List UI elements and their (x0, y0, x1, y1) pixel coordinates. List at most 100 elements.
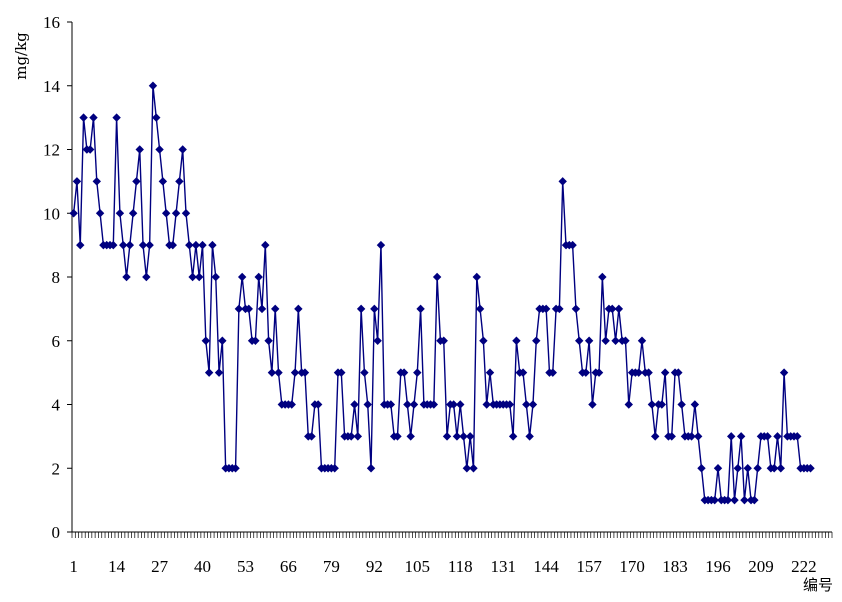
axes (71, 22, 832, 533)
data-point (92, 177, 101, 186)
data-point (152, 113, 161, 122)
data-point (793, 432, 802, 441)
data-point (687, 432, 696, 441)
data-point (115, 209, 125, 218)
data-point (267, 368, 277, 377)
data-point (376, 240, 386, 250)
series (69, 81, 815, 505)
y-ticks: 0 2 4 6 8 10 12 14 16 (43, 13, 72, 542)
y-tick-label: 16 (43, 13, 60, 32)
data-point (145, 240, 154, 250)
data-point (588, 400, 597, 409)
data-point (125, 240, 135, 250)
data-point (532, 336, 541, 345)
data-point (644, 368, 653, 377)
data-point (195, 272, 204, 282)
x-tick-label: 183 (662, 557, 688, 576)
data-point (439, 336, 448, 345)
y-tick-label: 6 (52, 332, 61, 351)
data-point (188, 272, 197, 282)
data-point (594, 368, 604, 377)
data-point (370, 304, 379, 314)
data-point (479, 336, 488, 345)
data-point (135, 145, 144, 154)
data-point (347, 432, 356, 441)
data-point (373, 336, 382, 345)
data-point (168, 240, 177, 250)
x-tick-label: 14 (108, 557, 126, 576)
data-point (122, 272, 131, 282)
data-point (257, 304, 267, 314)
data-point (109, 240, 118, 250)
data-point (660, 368, 670, 377)
data-point (667, 432, 676, 441)
data-point (469, 464, 478, 473)
data-point (89, 113, 98, 122)
data-point (413, 368, 422, 377)
data-point (261, 240, 270, 250)
data-point (161, 209, 171, 218)
data-point (528, 400, 538, 409)
data-point (416, 304, 425, 314)
x-tick-label: 144 (533, 557, 559, 576)
data-point (442, 432, 452, 441)
data-point (178, 145, 187, 154)
data-point (548, 368, 557, 377)
data-point (505, 400, 515, 409)
data-point (307, 432, 316, 441)
y-axis-title: mg/kg (12, 32, 30, 80)
data-point (452, 432, 462, 441)
data-point (399, 368, 409, 377)
data-point (429, 400, 439, 409)
data-point (204, 368, 214, 377)
data-point (733, 464, 743, 473)
data-point (214, 368, 224, 377)
data-point (750, 495, 759, 505)
x-tick-label: 170 (619, 557, 645, 576)
data-point (175, 177, 184, 186)
data-point (763, 432, 772, 441)
data-point (191, 240, 201, 250)
data-point (287, 400, 296, 409)
data-point (403, 400, 412, 409)
y-tick-label: 2 (52, 459, 61, 478)
data-point (806, 464, 815, 473)
data-point (475, 304, 485, 314)
data-point (181, 209, 191, 218)
data-point (218, 336, 227, 345)
data-point (313, 400, 323, 409)
data-point (753, 464, 762, 473)
y-tick-label: 12 (43, 141, 60, 160)
x-tick-label: 66 (280, 557, 297, 576)
data-point (740, 495, 749, 505)
data-point (621, 336, 630, 345)
data-point (525, 432, 534, 441)
data-point (472, 272, 481, 282)
data-point (406, 432, 415, 441)
data-point (254, 272, 263, 282)
data-point (611, 336, 620, 345)
data-point (522, 400, 531, 409)
data-point (730, 495, 739, 505)
x-tick-label: 196 (705, 557, 731, 576)
data-point (95, 209, 105, 218)
x-tick-label: 222 (791, 557, 817, 576)
data-point (211, 272, 220, 282)
data-point (723, 495, 733, 505)
data-point (79, 113, 88, 122)
data-point (132, 177, 141, 186)
data-point (76, 240, 85, 250)
data-point (571, 304, 581, 314)
data-point (158, 177, 168, 186)
data-point (171, 209, 181, 218)
data-point (459, 432, 468, 441)
data-point (290, 368, 300, 377)
data-point (198, 240, 207, 250)
data-point (518, 368, 528, 377)
data-point (112, 113, 121, 122)
x-tick-label: 53 (237, 557, 254, 576)
data-point (736, 432, 746, 441)
x-axis-title: 编号 (803, 576, 833, 594)
data-point (568, 240, 577, 250)
